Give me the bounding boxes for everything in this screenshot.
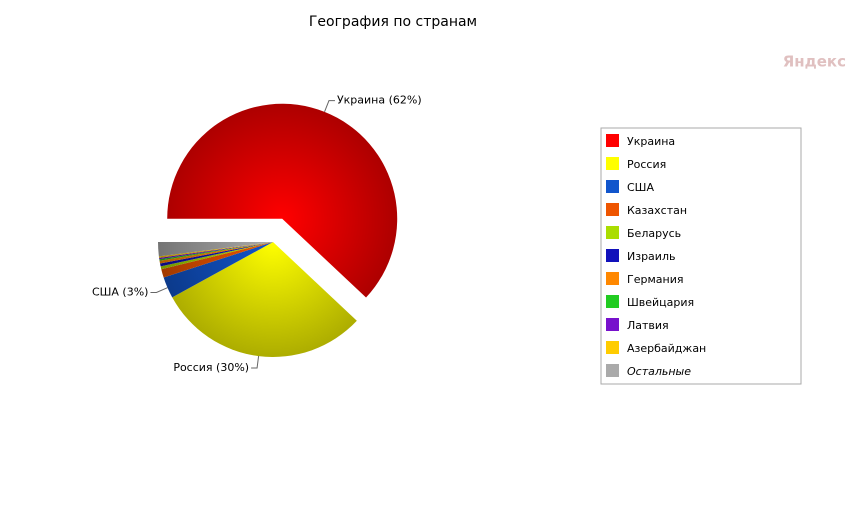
legend-swatch [606,180,619,193]
pie-slice [167,103,398,298]
legend-label: Германия [627,273,683,286]
leader-line [251,356,260,369]
slice-label: Россия (30%) [173,361,249,374]
legend-label: Казахстан [627,204,687,217]
legend-swatch [606,295,619,308]
pie-slice [160,242,273,270]
pie-slice [158,242,273,257]
legend-label: Остальные [627,365,691,378]
legend-label: Швейцария [627,296,694,309]
legend-swatch [606,203,619,216]
legend-swatch [606,226,619,239]
legend-label: Беларусь [627,227,681,240]
pie-slice [161,242,273,278]
legend-swatch [606,134,619,147]
legend-swatch [606,272,619,285]
watermark: Яндекс [783,53,846,71]
legend-label: США [627,181,654,194]
pie-slice [159,242,273,264]
pie-slice [159,242,273,260]
legend-swatch [606,157,619,170]
slice-label: Украина (62%) [337,94,422,107]
chart-title: География по странам [309,14,477,30]
pie-slice [160,242,273,267]
legend-swatch [606,318,619,331]
legend-label: Россия [627,158,666,171]
legend-label: Азербайджан [627,342,706,355]
legend-label: Израиль [627,250,675,263]
pie-slice [158,242,273,258]
legend-box [600,127,802,385]
legend-swatch [606,249,619,262]
legend-swatch [606,341,619,354]
leader-line [324,100,335,113]
slice-label: США (3%) [92,285,149,298]
leader-line [150,287,168,293]
pie-slice [159,242,273,261]
legend-swatch [606,364,619,377]
pie-slice [163,242,273,298]
legend-label: Латвия [627,319,669,332]
pie-slice [172,242,357,357]
legend-label: Украина [627,135,675,148]
